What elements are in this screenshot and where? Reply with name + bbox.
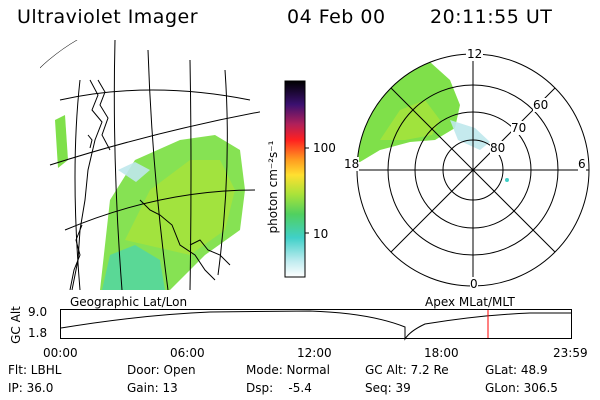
colorbar-tick-10: 10	[313, 227, 329, 241]
altitude-curve	[60, 310, 571, 341]
colorbar-unit-label: photon cm⁻²s⁻¹	[266, 140, 280, 234]
mlat-label-70: 70	[511, 121, 527, 135]
info-gain: Gain: 13	[127, 381, 178, 395]
info-mode: Mode: Normal	[246, 363, 330, 377]
time-tick-0000: 00:00	[43, 346, 78, 360]
info-seq: Seq: 39	[365, 381, 411, 395]
info-dsp: Dsp: -5.4	[246, 381, 312, 395]
alt-tick-1-8: 1.8	[28, 326, 48, 340]
mlt-label-12: 12	[466, 47, 484, 61]
colorbar-tick-100: 100	[313, 141, 336, 155]
geographic-panel-label: Geographic Lat/Lon	[70, 295, 188, 309]
mlt-label-18: 18	[344, 157, 360, 171]
mlat-label-60: 60	[533, 98, 549, 112]
info-ip: IP: 36.0	[8, 381, 54, 395]
info-filter: Flt: LBHL	[8, 363, 62, 377]
time-tick-2359: 23:59	[553, 346, 588, 360]
polar-plot	[356, 53, 590, 287]
mlt-label-6: 6	[578, 157, 586, 171]
instrument-title: Ultraviolet Imager	[17, 6, 199, 28]
time-tick-1200: 12:00	[297, 346, 332, 360]
colorbar	[284, 80, 309, 278]
info-glon: GLon: 306.5	[485, 381, 558, 395]
info-glat: GLat: 48.9	[485, 363, 548, 377]
apex-panel-label: Apex MLat/MLT	[425, 295, 515, 309]
altitude-strip-plot	[60, 309, 572, 341]
mlt-label-0: 0	[470, 277, 478, 291]
mlat-label-80: 80	[490, 141, 506, 155]
date-label: 04 Feb 00	[287, 6, 386, 28]
info-gc-alt: GC Alt: 7.2 Re	[365, 363, 449, 377]
time-label: 20:11:55 UT	[430, 6, 553, 28]
time-tick-1800: 18:00	[424, 346, 459, 360]
alt-strip-ylabel: GC Alt	[9, 306, 23, 344]
info-door: Door: Open	[127, 363, 196, 377]
time-tick-0600: 06:00	[170, 346, 205, 360]
alt-tick-9: 9.0	[28, 305, 48, 319]
geographic-map	[40, 40, 260, 290]
